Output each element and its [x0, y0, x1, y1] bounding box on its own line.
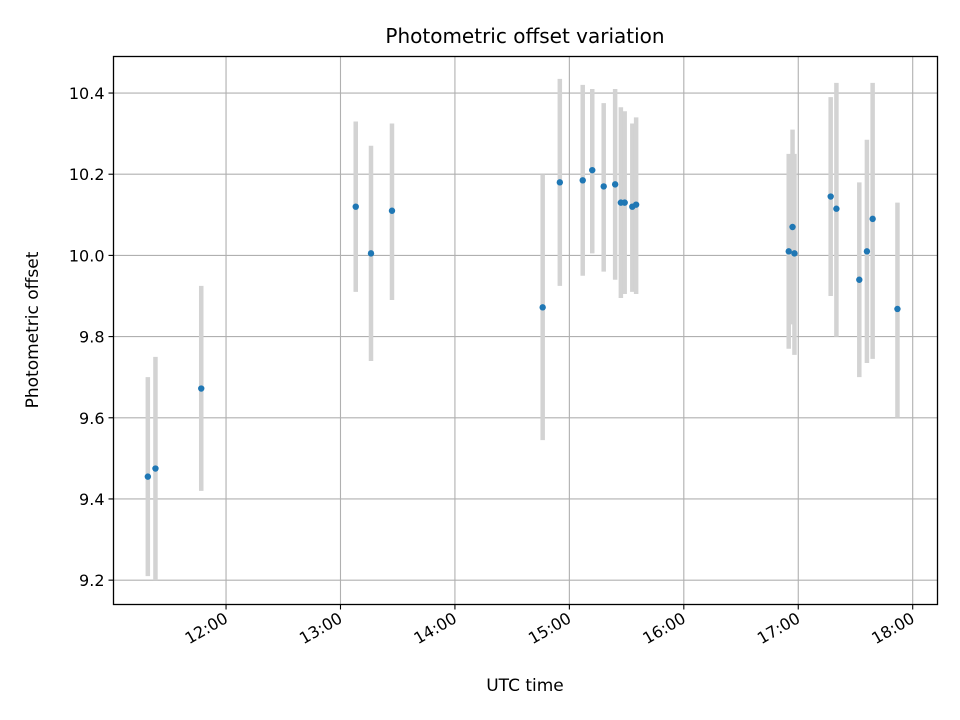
data-point	[827, 193, 834, 200]
data-point	[352, 203, 359, 210]
data-point	[144, 473, 152, 480]
data-point	[198, 385, 205, 392]
data-point	[791, 250, 798, 257]
data-point	[600, 183, 607, 190]
data-point	[556, 179, 564, 186]
data-points	[144, 166, 901, 480]
data-point	[589, 166, 596, 174]
data-point	[789, 223, 796, 231]
grid-lines	[113, 56, 938, 605]
y-tick-label: 9.6	[79, 409, 104, 428]
chart-title: Photometric offset variation	[385, 24, 664, 48]
data-point	[621, 199, 628, 206]
x-axis-label: UTC time	[486, 676, 564, 696]
data-point	[785, 248, 792, 255]
data-point	[856, 276, 863, 283]
y-axis-ticks: 9.2 9.4 9.6 9.8 10.0 10.2 10.4	[69, 84, 114, 590]
data-point	[869, 215, 876, 223]
data-point	[833, 205, 840, 212]
y-tick-label: 9.8	[79, 328, 104, 347]
y-axis-label: Photometric offset	[23, 251, 43, 408]
y-tick-label: 9.2	[79, 571, 104, 590]
data-point	[611, 181, 619, 188]
y-tick-label: 10.2	[69, 165, 105, 184]
data-point	[539, 304, 546, 311]
data-point	[367, 250, 375, 257]
data-point	[863, 248, 871, 255]
plot-frame	[112, 55, 939, 606]
y-tick-label: 10.4	[69, 84, 105, 103]
data-point	[632, 201, 640, 208]
data-point	[579, 177, 586, 184]
data-point	[894, 305, 901, 313]
y-tick-label: 9.4	[79, 490, 104, 509]
data-point	[388, 207, 396, 214]
data-point	[152, 465, 159, 472]
y-tick-label: 10.0	[69, 246, 105, 265]
